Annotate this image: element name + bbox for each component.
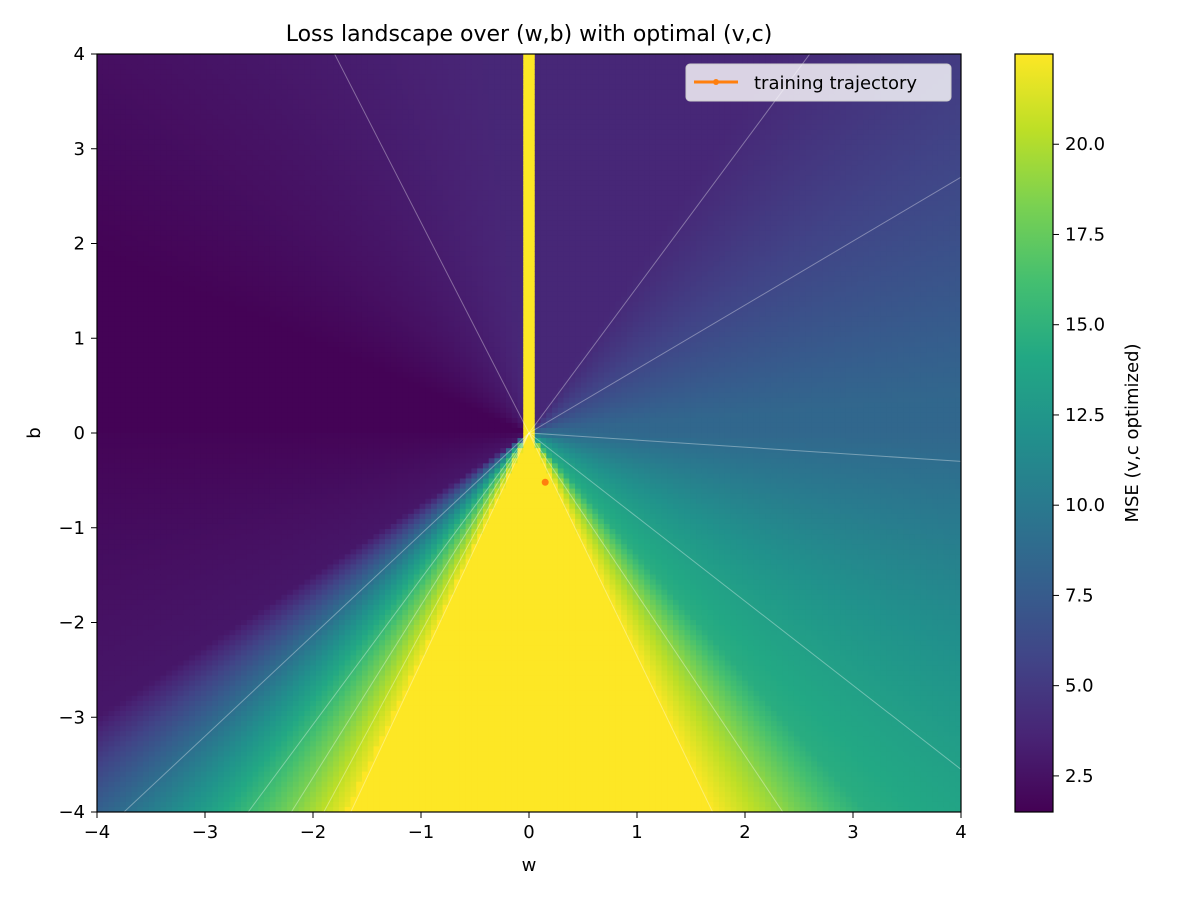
x-tick-label: 1 — [631, 822, 642, 843]
y-tick-label: 0 — [74, 423, 85, 444]
colorbar-label: MSE (v,c optimized) — [1122, 343, 1143, 522]
x-tick-label: 3 — [847, 822, 858, 843]
y-axis-ticks: −4 −3 −2 −1 0 1 2 3 4 — [58, 44, 97, 823]
y-tick-label: 1 — [74, 328, 85, 349]
x-axis-ticks: −4 −3 −2 −1 0 1 2 3 4 — [84, 812, 967, 843]
training-trajectory-series — [542, 479, 549, 486]
x-tick-label: 4 — [955, 822, 966, 843]
x-tick-label: 2 — [739, 822, 750, 843]
chart-title: Loss landscape over (w,b) with optimal (… — [286, 22, 773, 47]
colorbar-tick-label: 10.0 — [1065, 495, 1105, 516]
x-tick-label: −4 — [84, 822, 111, 843]
x-tick-label: 0 — [523, 822, 534, 843]
y-tick-label: −1 — [58, 518, 85, 539]
legend: training trajectory — [686, 64, 951, 101]
y-tick-label: −3 — [58, 707, 85, 728]
y-axis-label: b — [24, 427, 45, 438]
colorbar-tick-label: 15.0 — [1065, 315, 1105, 336]
colorbar-tick-label: 17.5 — [1065, 224, 1105, 245]
x-tick-label: −3 — [192, 822, 219, 843]
x-tick-label: −1 — [408, 822, 435, 843]
y-tick-label: −4 — [58, 802, 85, 823]
colorbar-tick-label: 2.5 — [1065, 766, 1094, 787]
y-tick-label: −2 — [58, 613, 85, 634]
y-tick-label: 2 — [74, 234, 85, 255]
x-tick-label: −2 — [300, 822, 327, 843]
colorbar-ticks: 2.5 5.0 7.5 10.0 12.5 15.0 17.5 20.0 — [1053, 134, 1105, 787]
trajectory-point-0 — [542, 479, 549, 486]
colorbar-tick-label: 12.5 — [1065, 405, 1105, 426]
y-tick-label: 4 — [74, 44, 85, 65]
y-tick-label: 3 — [74, 139, 85, 160]
legend-label-trajectory: training trajectory — [754, 73, 917, 94]
colorbar-tick-label: 20.0 — [1065, 134, 1105, 155]
legend-marker-trajectory — [713, 79, 719, 85]
colorbar-tick-label: 5.0 — [1065, 676, 1094, 697]
colorbar — [1015, 54, 1053, 812]
colorbar-tick-label: 7.5 — [1065, 585, 1094, 606]
x-axis-label: w — [522, 855, 537, 876]
